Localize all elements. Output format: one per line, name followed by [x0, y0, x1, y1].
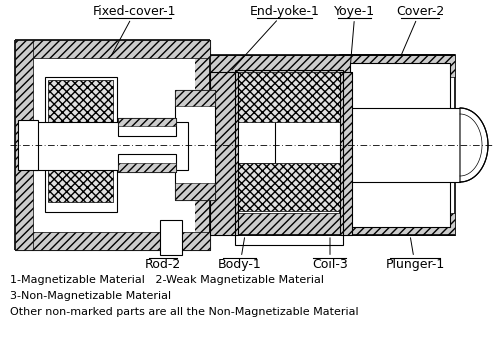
Bar [238, 163, 340, 211]
Bar [340, 55, 455, 235]
Bar [18, 120, 38, 170]
Bar [118, 154, 176, 172]
Bar [210, 55, 455, 77]
Bar [118, 118, 176, 126]
Text: 1-Magnetizable Material   2-Weak Magnetizable Material: 1-Magnetizable Material 2-Weak Magnetiza… [10, 275, 324, 285]
Text: Yoye-1: Yoye-1 [334, 5, 376, 67]
Bar [350, 63, 450, 227]
Bar [340, 72, 352, 235]
Text: Other non-marked parts are all the Non-Magnetizable Material: Other non-marked parts are all the Non-M… [10, 307, 359, 317]
Text: Fixed-cover-1: Fixed-cover-1 [93, 5, 177, 55]
Bar [238, 72, 340, 122]
Bar [210, 72, 238, 235]
Bar [160, 220, 182, 255]
Bar [48, 157, 113, 202]
Bar [175, 90, 215, 106]
Polygon shape [460, 108, 488, 182]
Bar [48, 80, 113, 130]
Bar [275, 108, 460, 182]
Bar [15, 40, 33, 250]
Text: Coil-3: Coil-3 [312, 238, 348, 271]
Bar [15, 40, 210, 58]
Bar [33, 122, 188, 170]
Bar [210, 213, 455, 235]
Text: Plunger-1: Plunger-1 [385, 238, 445, 271]
Text: End-yoke-1: End-yoke-1 [232, 5, 320, 70]
Bar [15, 232, 210, 250]
Bar [175, 90, 215, 200]
Text: Body-1: Body-1 [218, 238, 262, 271]
Bar [118, 163, 176, 172]
Text: Rod-2: Rod-2 [145, 238, 181, 271]
Bar [210, 72, 238, 235]
Bar [175, 183, 215, 200]
Bar [235, 70, 343, 245]
Bar [118, 118, 176, 136]
Bar [45, 77, 117, 212]
Bar [15, 40, 210, 250]
Bar [30, 55, 195, 235]
Text: 3-Non-Magnetizable Material: 3-Non-Magnetizable Material [10, 291, 171, 301]
Text: Cover-2: Cover-2 [396, 5, 444, 55]
Bar [340, 72, 352, 235]
